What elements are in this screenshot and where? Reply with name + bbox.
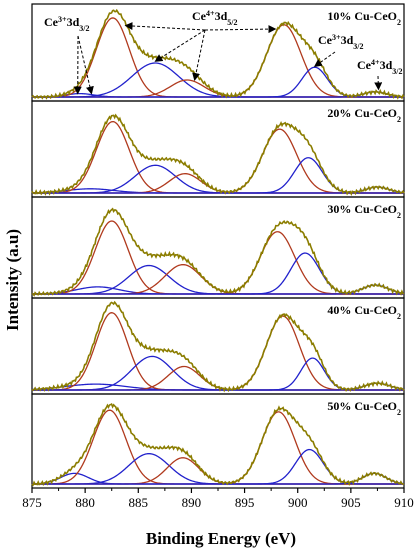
annotation-element: Ce xyxy=(318,33,333,47)
x-tick-label-885: 885 xyxy=(129,495,149,510)
component-peak-5 xyxy=(32,316,404,390)
annotation-arrow-1 xyxy=(126,26,205,30)
component-peak-5 xyxy=(32,129,404,193)
annotation-label: Ce3+3d3/2 xyxy=(44,15,89,33)
x-tick-label-890: 890 xyxy=(182,495,202,510)
panel-5: 50% Cu-CeO2 xyxy=(32,394,404,488)
panel-label: 30% Cu-CeO2 xyxy=(327,202,401,220)
annotation-orbital: 3d xyxy=(67,15,80,29)
x-tick-label-900: 900 xyxy=(288,495,308,510)
envelope-curve xyxy=(32,404,404,485)
panel-label-main: 30% Cu-CeO xyxy=(327,202,397,216)
x-axis: 875 880 885 890 895 900 905 910 xyxy=(22,488,414,510)
panel-4: 40% Cu-CeO2 xyxy=(32,298,404,394)
annotation-element: Ce xyxy=(44,15,59,29)
annotation-arrow-3 xyxy=(195,30,205,80)
x-axis-label: Binding Energy (eV) xyxy=(146,529,296,548)
annotation-level: 5/2 xyxy=(227,18,237,27)
panel-label: 10% Cu-CeO2 xyxy=(327,9,401,27)
panel-label-sub: 2 xyxy=(397,18,401,27)
component-peak-6 xyxy=(32,158,404,193)
y-axis-label: Intensity (a.u) xyxy=(3,229,22,331)
panel-label: 20% Cu-CeO2 xyxy=(327,106,401,124)
annotation-label: Ce4+3d5/2 xyxy=(192,9,237,27)
panel-label: 40% Cu-CeO2 xyxy=(327,303,401,321)
panel-label-main: 50% Cu-CeO xyxy=(327,399,397,413)
panel-label-sub: 2 xyxy=(397,312,401,321)
panel-label-sub: 2 xyxy=(397,211,401,220)
component-peak-2 xyxy=(32,221,404,294)
annotation-orbital: 3d xyxy=(341,33,354,47)
panel-label-sub: 2 xyxy=(397,408,401,417)
annotation-arrow-4 xyxy=(205,29,275,30)
component-peak-6 xyxy=(32,358,404,390)
annotation-ce4-3d52: Ce4+3d5/2 xyxy=(126,9,276,81)
x-tick-label-895: 895 xyxy=(235,495,255,510)
x-tick-label-880: 880 xyxy=(75,495,95,510)
annotation-element: Ce xyxy=(192,9,207,23)
component-peak-2 xyxy=(32,313,404,390)
annotation-ce4-3d32-right: Ce4+3d3/2 xyxy=(357,58,402,90)
annotation-orbital: 3d xyxy=(380,58,393,72)
panel-label: 50% Cu-CeO2 xyxy=(327,399,401,417)
x-tick-label-905: 905 xyxy=(341,495,361,510)
panel-label-main: 10% Cu-CeO xyxy=(327,9,397,23)
component-peak-2 xyxy=(32,122,404,193)
component-peak-5 xyxy=(32,412,404,484)
panel-label-sub: 2 xyxy=(397,115,401,124)
annotation-level: 3/2 xyxy=(392,67,402,76)
annotation-level: 3/2 xyxy=(79,24,89,33)
panel-label-main: 20% Cu-CeO xyxy=(327,106,397,120)
annotation-element: Ce xyxy=(357,58,372,72)
x-tick-label-875: 875 xyxy=(22,495,42,510)
panel-3: 30% Cu-CeO2 xyxy=(32,197,404,298)
panel-label-main: 40% Cu-CeO xyxy=(327,303,397,317)
annotation-ce3-3d32-left: Ce3+3d3/2 xyxy=(44,15,92,94)
annotation-arrow-2 xyxy=(155,30,205,61)
x-tick-label-910: 910 xyxy=(394,495,414,510)
annotation-label: Ce3+3d3/2 xyxy=(318,33,363,51)
annotation-label: Ce4+3d3/2 xyxy=(357,58,402,76)
annotation-orbital: 3d xyxy=(215,9,228,23)
envelope-curve xyxy=(32,115,404,194)
envelope-curve xyxy=(32,209,404,295)
panel-2: 20% Cu-CeO2 xyxy=(32,101,404,197)
annotation-level: 3/2 xyxy=(353,42,363,51)
